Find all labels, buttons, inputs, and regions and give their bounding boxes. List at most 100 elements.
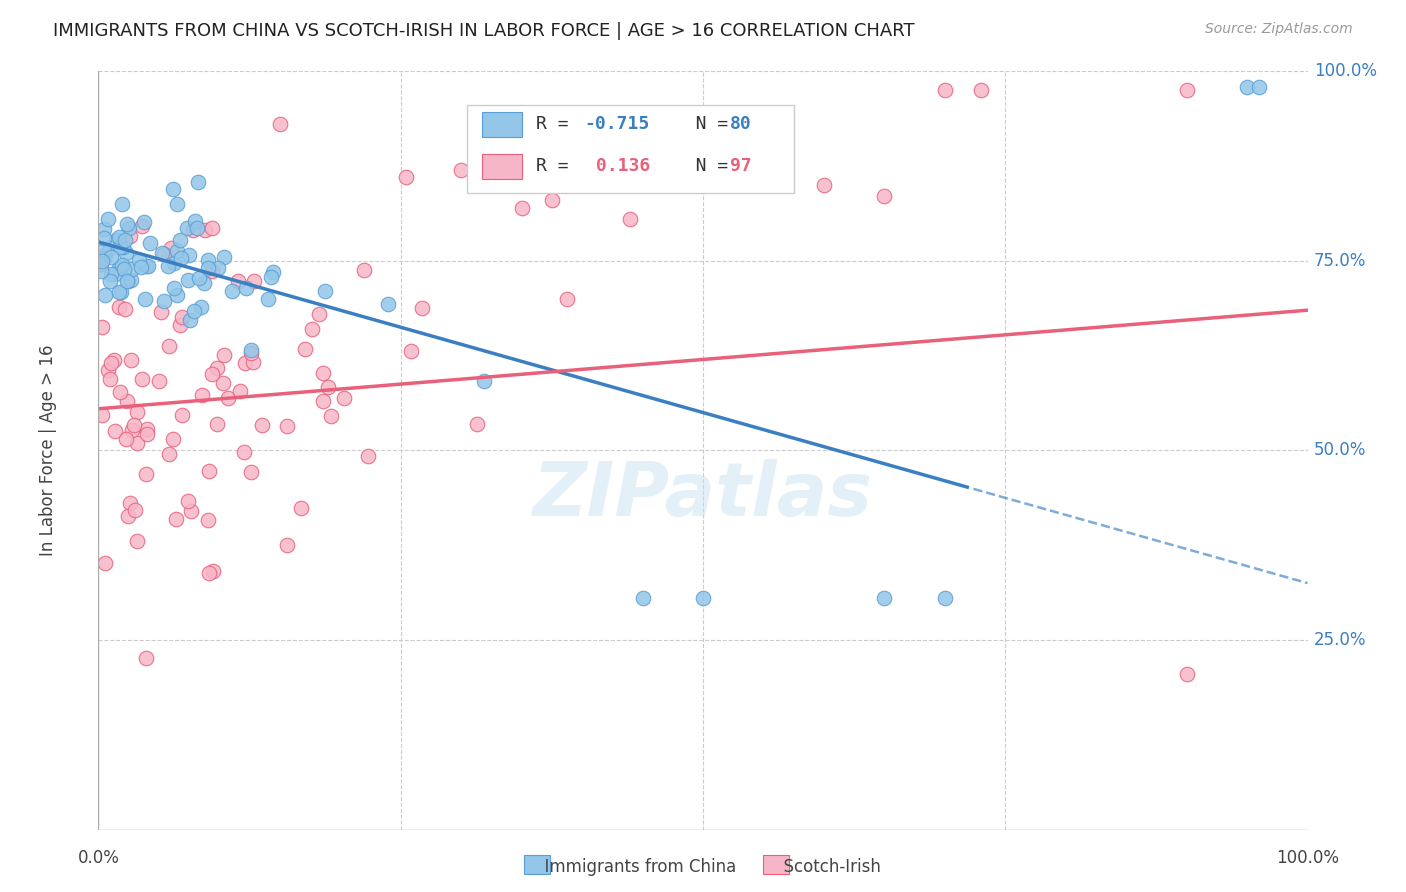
Point (314, 284, 336, 298)
Point (108, 285, 131, 300)
Point (571, 178, 593, 193)
Point (193, 277, 215, 291)
Text: 100.0%: 100.0% (1277, 848, 1339, 866)
Point (187, 175, 209, 189)
Point (91, 408, 114, 422)
Point (115, 218, 138, 232)
Point (115, 394, 138, 409)
Point (197, 261, 219, 276)
Point (169, 318, 191, 333)
Point (873, 189, 896, 203)
Point (135, 259, 157, 273)
Point (97, 363, 120, 377)
Point (1175, 83, 1198, 97)
Point (93, 248, 115, 262)
Point (197, 253, 219, 268)
Point (357, 449, 380, 463)
FancyBboxPatch shape (467, 105, 793, 193)
Point (239, 346, 262, 360)
Point (149, 305, 172, 319)
Point (103, 353, 125, 368)
Point (90, 254, 112, 268)
Text: Scotch-Irish: Scotch-Irish (773, 858, 882, 876)
Point (333, 392, 356, 406)
Point (262, 265, 284, 279)
FancyBboxPatch shape (524, 855, 550, 874)
Point (181, 223, 204, 237)
Point (162, 433, 184, 447)
Point (98, 371, 121, 385)
Point (120, 352, 142, 367)
Point (115, 245, 138, 260)
Point (111, 197, 134, 211)
Point (128, 253, 150, 268)
Point (176, 220, 198, 235)
Point (98, 240, 121, 254)
Point (115, 433, 138, 447)
Point (190, 300, 212, 314)
Point (93, 231, 115, 245)
Point (411, 301, 433, 316)
Point (165, 511, 187, 525)
Text: 100.0%: 100.0% (1313, 62, 1376, 80)
Text: -0.715: -0.715 (585, 115, 650, 134)
Text: 25.0%: 25.0% (1313, 631, 1367, 649)
Text: 0.136: 0.136 (585, 157, 650, 175)
Text: ZIPatlas: ZIPatlas (533, 459, 873, 533)
Text: R =: R = (536, 115, 579, 134)
Point (156, 259, 179, 273)
Point (121, 423, 143, 437)
Point (290, 500, 312, 515)
Point (169, 233, 191, 247)
Point (170, 310, 193, 324)
Point (166, 288, 188, 302)
Point (312, 393, 335, 408)
Point (308, 307, 330, 321)
Point (240, 343, 263, 357)
Point (873, 591, 896, 606)
Point (201, 264, 224, 278)
Point (135, 651, 157, 665)
Point (510, 201, 533, 215)
Text: In Labor Force | Age > 16: In Labor Force | Age > 16 (38, 344, 56, 557)
Point (198, 464, 221, 478)
Point (194, 222, 217, 236)
Point (276, 537, 298, 551)
Point (120, 272, 142, 286)
Point (117, 274, 139, 288)
Point (201, 220, 224, 235)
Point (127, 435, 149, 450)
Point (107, 230, 129, 244)
FancyBboxPatch shape (763, 855, 789, 874)
Point (184, 213, 207, 227)
Point (1236, 79, 1258, 94)
Point (170, 408, 193, 422)
Point (139, 236, 162, 251)
Point (125, 534, 148, 549)
Point (269, 117, 291, 131)
Point (153, 247, 176, 261)
Point (377, 297, 399, 311)
Point (132, 215, 155, 229)
Point (100, 274, 122, 288)
Point (1249, 79, 1271, 94)
Point (250, 417, 273, 432)
Text: R =: R = (536, 157, 579, 175)
Point (395, 170, 418, 185)
Point (90, 256, 112, 270)
Point (319, 409, 342, 423)
Point (118, 228, 141, 243)
Point (205, 417, 228, 431)
Point (131, 372, 153, 386)
Point (93, 222, 115, 236)
Point (97, 212, 120, 227)
Point (177, 494, 200, 508)
Point (692, 591, 714, 606)
Point (135, 422, 157, 436)
Point (124, 502, 146, 516)
Point (235, 281, 257, 295)
Point (163, 256, 186, 270)
Point (540, 194, 562, 208)
Point (229, 384, 252, 398)
Point (301, 321, 323, 335)
